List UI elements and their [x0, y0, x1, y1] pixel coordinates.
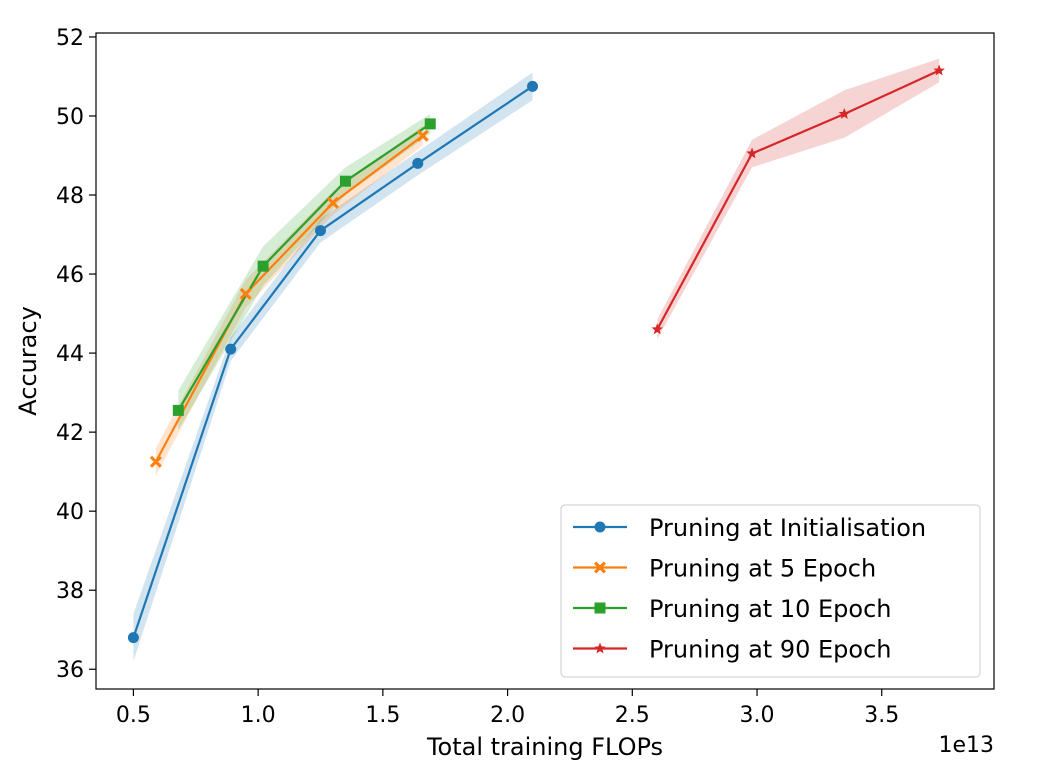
series-0-point — [225, 343, 237, 355]
y-tick-label: 44 — [56, 342, 84, 367]
legend-box — [560, 504, 981, 678]
series-3-point — [746, 147, 758, 159]
series-1-point — [149, 455, 162, 468]
y-tick-label: 40 — [56, 500, 84, 525]
series-1-line — [154, 134, 424, 463]
x-tick-label: 2.0 — [490, 703, 525, 728]
x-axis-label: Total training FLOPs — [426, 733, 663, 761]
series-0-point — [127, 632, 139, 644]
confidence-bands — [133, 58, 940, 662]
series-2-point — [339, 175, 351, 187]
y-axis-ticks: 36 38 40 42 44 46 48 50 52 — [56, 26, 96, 683]
series-2-point — [424, 118, 436, 130]
series-1-band — [155, 125, 423, 476]
x-tick-label: 3.0 — [740, 703, 775, 728]
y-tick-label: 36 — [56, 658, 84, 683]
series-2-band — [178, 114, 431, 431]
legend-marker-2 — [594, 602, 606, 614]
series-0-point — [412, 157, 424, 169]
legend-label-0: Pruning at Initialisation — [649, 514, 926, 542]
series-0-point — [315, 225, 326, 237]
series-2-line — [177, 122, 431, 411]
y-tick-label: 50 — [56, 105, 84, 130]
x-axis-ticks: 0.5 1.0 1.5 2.0 2.5 3.0 3.5 — [116, 689, 899, 728]
legend-label-3: Pruning at 90 Epoch — [649, 636, 891, 664]
series-3-band — [657, 58, 940, 340]
legend-label-1: Pruning at 5 Epoch — [649, 555, 876, 583]
y-tick-label: 48 — [56, 184, 84, 209]
x-tick-label: 1.0 — [241, 703, 276, 728]
series-2-point — [172, 404, 184, 416]
series-1-point — [326, 196, 339, 209]
x-tick-label: 2.5 — [615, 703, 650, 728]
legend-label-2: Pruning at 10 Epoch — [649, 595, 891, 623]
y-axis-label: Accuracy — [14, 306, 42, 416]
series-3-point — [838, 108, 851, 119]
series-markers — [127, 64, 945, 644]
y-tick-label: 46 — [56, 263, 84, 288]
series-0-point — [527, 80, 539, 92]
legend-marker-3 — [594, 642, 606, 654]
plot-frame — [95, 32, 995, 690]
x-tick-label: 1.5 — [365, 703, 400, 728]
y-tick-label: 38 — [56, 579, 84, 604]
series-lines — [132, 69, 940, 638]
series-1-point — [239, 287, 252, 300]
series-2-point — [257, 260, 269, 272]
series-1-point — [416, 129, 429, 142]
legend: Pruning at Initialisation Pruning at 5 Ep… — [560, 504, 981, 678]
y-tick-label: 42 — [56, 421, 84, 446]
series-3-point — [933, 64, 945, 76]
x-tick-label: 3.5 — [864, 703, 899, 728]
x-axis-offset-label: 1e13 — [938, 733, 994, 758]
series-3-line — [656, 69, 940, 330]
series-0-line — [132, 85, 534, 638]
y-tick-label: 52 — [56, 26, 84, 51]
legend-marker-1 — [594, 561, 606, 574]
x-tick-label: 0.5 — [116, 703, 151, 728]
legend-marker-0 — [594, 521, 606, 533]
series-3-point — [651, 323, 663, 335]
